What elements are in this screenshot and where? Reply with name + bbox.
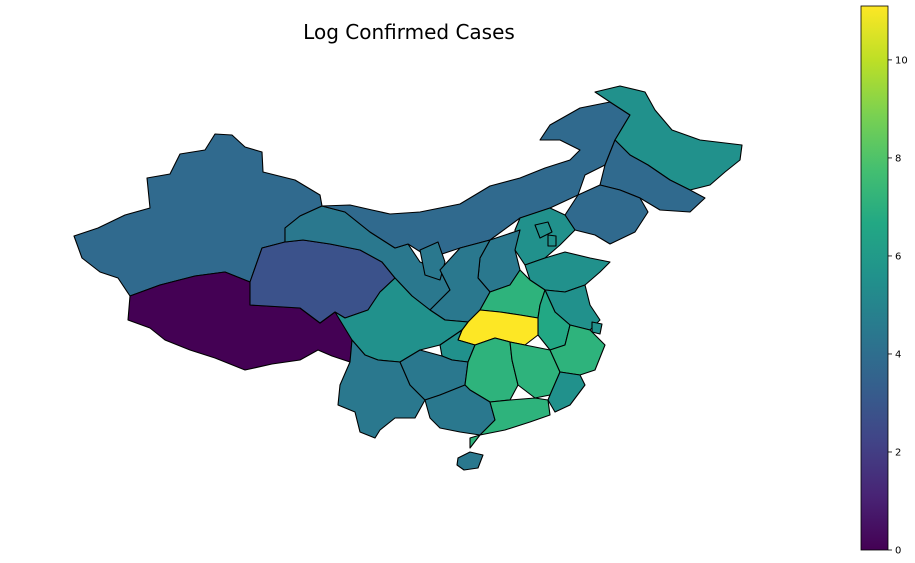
province-fujian[interactable] [547, 371, 586, 413]
colorbar-tick-label: 6 [895, 251, 901, 262]
province-yunnan[interactable] [337, 339, 426, 439]
province-beijing[interactable] [534, 221, 553, 239]
colorbar-tick-label: 0 [895, 546, 901, 557]
province-tianjin[interactable] [547, 234, 557, 247]
provinces-layer [73, 85, 743, 471]
province-zhejiang[interactable] [549, 324, 606, 376]
province-guangdong[interactable] [469, 397, 551, 449]
colorbar-tick-label: 10 [895, 55, 908, 66]
colorbar-gradient [860, 5, 889, 551]
province-hainan[interactable] [456, 451, 484, 471]
province-heilongjiang[interactable] [594, 85, 743, 191]
colorbar-tick-label: 4 [895, 349, 901, 360]
province-shanghai[interactable] [591, 321, 603, 335]
colorbar: 0 2 4 6 8 10 [860, 5, 908, 557]
colorbar-tick-label: 2 [895, 447, 901, 458]
colorbar-ticks: 0 2 4 6 8 10 [888, 55, 908, 557]
map-title: Log Confirmed Cases [303, 20, 515, 44]
colorbar-tick-label: 8 [895, 153, 901, 164]
